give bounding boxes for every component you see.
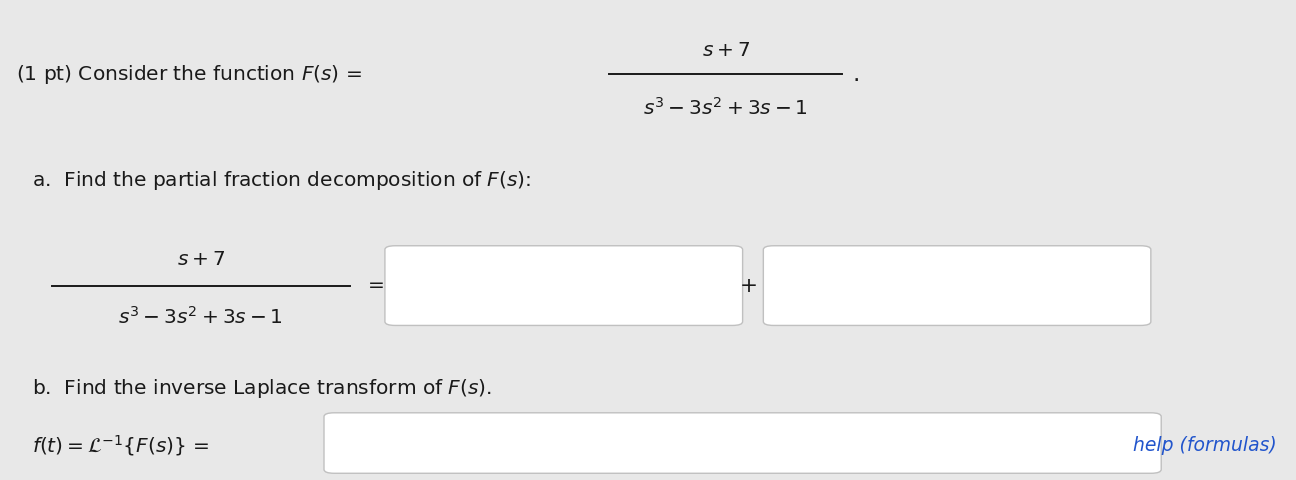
Text: .: . (853, 63, 861, 86)
Text: =: = (368, 276, 385, 295)
Text: $f(t) = \mathcal{L}^{-1}\left\{F(s)\right\}$ =: $f(t) = \mathcal{L}^{-1}\left\{F(s)\righ… (32, 433, 210, 458)
Text: $s^3 - 3s^2 + 3s - 1$: $s^3 - 3s^2 + 3s - 1$ (118, 306, 284, 328)
Text: b.  Find the inverse Laplace transform of $F(s)$.: b. Find the inverse Laplace transform of… (32, 377, 492, 400)
Text: +: + (740, 276, 758, 296)
FancyBboxPatch shape (763, 246, 1151, 325)
Text: $s + 7$: $s + 7$ (701, 41, 750, 60)
Text: (1 pt) Consider the function $F(s)$ =: (1 pt) Consider the function $F(s)$ = (16, 63, 362, 86)
Text: help (formulas): help (formulas) (1133, 436, 1277, 455)
Text: $s^3 - 3s^2 + 3s - 1$: $s^3 - 3s^2 + 3s - 1$ (643, 97, 809, 119)
FancyBboxPatch shape (324, 413, 1161, 473)
FancyBboxPatch shape (385, 246, 743, 325)
Text: $s + 7$: $s + 7$ (176, 250, 226, 269)
Text: a.  Find the partial fraction decomposition of $F(s)$:: a. Find the partial fraction decompositi… (32, 168, 531, 192)
